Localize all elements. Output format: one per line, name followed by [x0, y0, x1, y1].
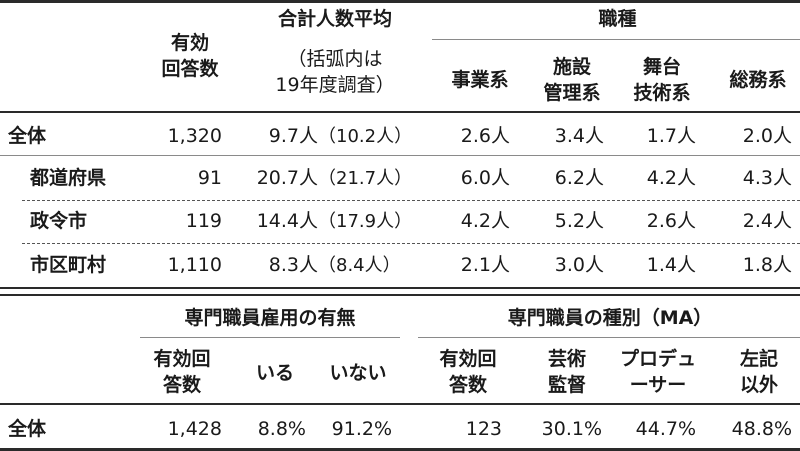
job-value: 5.2人	[554, 210, 604, 232]
row-divider	[22, 243, 800, 244]
other-value: 48.8%	[731, 418, 792, 440]
yes-value: 8.8%	[257, 418, 306, 440]
avg-value: 14.4人	[256, 210, 318, 232]
row-label: 市区町村	[30, 254, 107, 276]
job-value: 1.4人	[646, 254, 696, 276]
job-value: 4.2人	[646, 167, 696, 189]
header-other: 左記 以外	[739, 348, 778, 396]
header-employment: 専門職員雇用の有無	[184, 307, 356, 329]
avg-value: 8.3人	[268, 254, 318, 276]
table-2-top-rule	[0, 294, 800, 296]
prev-value: （10.2人）	[318, 126, 413, 147]
header-producer: プロデュ ーサー	[619, 348, 696, 396]
respondents-value: 1,110	[167, 254, 222, 276]
job-value: 6.0人	[460, 167, 510, 189]
job-value: 1.8人	[742, 254, 792, 276]
avg-value: 20.7人	[256, 167, 318, 189]
header-art-director: 芸術 監督	[547, 348, 586, 396]
job-type-underline	[432, 39, 800, 40]
header-avg-total: 合計人数平均	[277, 8, 392, 30]
header-yes: いる	[255, 362, 294, 384]
prev-value: （8.4人）	[318, 255, 401, 276]
job-value: 3.4人	[554, 125, 604, 147]
no-value: 91.2%	[331, 418, 392, 440]
job-value: 2.0人	[742, 125, 792, 147]
prev-value: （17.9人）	[318, 211, 413, 232]
job-value: 4.2人	[460, 210, 510, 232]
employment-underline	[140, 337, 400, 338]
respondents-value: 119	[185, 210, 222, 232]
header-types: 専門職員の種別（MA）	[507, 307, 713, 329]
header-bottom-rule	[0, 111, 800, 113]
job-value: 1.7人	[646, 125, 696, 147]
header-job-jigyo: 事業系	[451, 69, 509, 91]
job-value: 2.4人	[742, 210, 792, 232]
job-value: 3.0人	[554, 254, 604, 276]
table-2-header-bottom-rule	[0, 403, 800, 405]
header-respondents-2: 有効回 答数	[439, 348, 497, 396]
row-label: 都道府県	[30, 167, 107, 189]
header-job-somu: 総務系	[729, 69, 787, 91]
job-value: 6.2人	[554, 167, 604, 189]
header-job-butai: 舞台 技術系	[633, 56, 691, 104]
job-value: 4.3人	[742, 167, 792, 189]
art-director-value: 30.1%	[541, 418, 602, 440]
bottom-rule	[0, 448, 800, 451]
row-label: 全体	[8, 125, 47, 147]
job-value: 2.6人	[646, 210, 696, 232]
respondents-2-value: 123	[465, 418, 502, 440]
header-job-type: 職種	[598, 8, 637, 30]
header-respondents: 有効 回答数	[161, 32, 219, 80]
types-underline	[418, 337, 800, 338]
respondents-value: 91	[197, 167, 222, 189]
avg-value: 9.7人	[268, 125, 318, 147]
job-value: 2.6人	[460, 125, 510, 147]
row-divider	[22, 200, 800, 201]
table-1-bottom-rule	[0, 287, 800, 289]
row-label: 政令市	[30, 210, 88, 232]
row-divider	[0, 155, 800, 156]
header-respondents-1: 有効回 答数	[153, 348, 211, 396]
producer-value: 44.7%	[635, 418, 696, 440]
header-job-shisetsu: 施設 管理系	[543, 56, 601, 104]
header-avg-note: （括弧内は 19年度調査）	[275, 48, 395, 96]
respondents-value: 1,320	[167, 125, 222, 147]
respondents-1-value: 1,428	[167, 418, 222, 440]
row-label: 全体	[8, 418, 47, 440]
header-no: いない	[329, 362, 387, 384]
job-value: 2.1人	[460, 254, 510, 276]
top-rule	[0, 0, 800, 3]
prev-value: （21.7人）	[318, 168, 413, 189]
